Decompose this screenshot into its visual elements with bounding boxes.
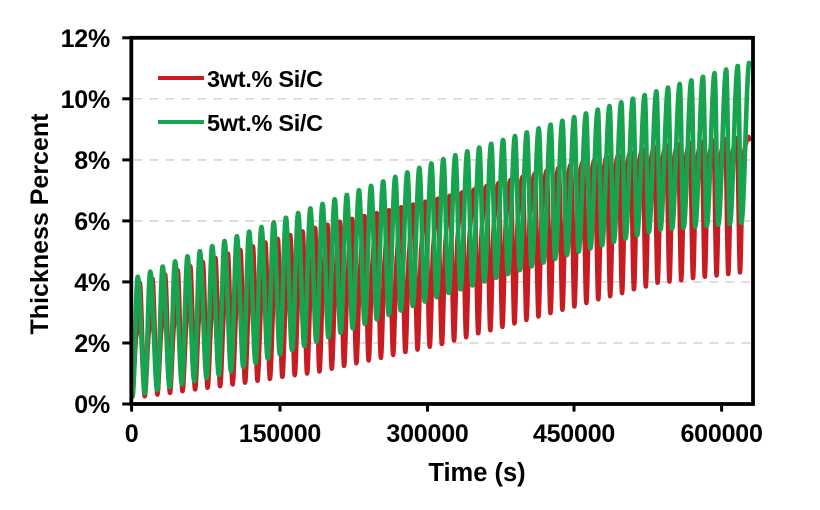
- svg-text:2%: 2%: [74, 330, 110, 358]
- svg-text:5wt.% Si/C: 5wt.% Si/C: [207, 110, 323, 136]
- svg-text:Time (s): Time (s): [428, 459, 525, 487]
- svg-text:12%: 12%: [61, 25, 110, 53]
- svg-text:6%: 6%: [74, 208, 110, 236]
- svg-text:4%: 4%: [74, 269, 110, 297]
- svg-text:3wt.% Si/C: 3wt.% Si/C: [207, 66, 323, 92]
- svg-text:600000: 600000: [680, 420, 762, 448]
- svg-text:450000: 450000: [533, 420, 615, 448]
- svg-text:8%: 8%: [74, 147, 110, 175]
- svg-text:Thickness Percent: Thickness Percent: [26, 113, 54, 335]
- svg-text:150000: 150000: [239, 420, 321, 448]
- svg-text:0: 0: [125, 420, 139, 448]
- svg-text:10%: 10%: [61, 86, 110, 114]
- svg-text:300000: 300000: [386, 420, 468, 448]
- svg-text:0%: 0%: [74, 391, 110, 419]
